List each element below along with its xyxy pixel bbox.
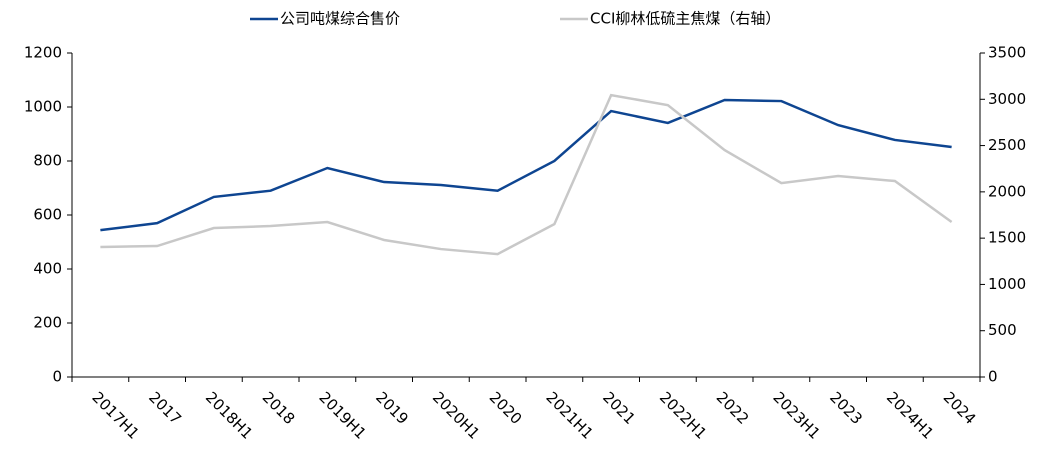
y-tick-label: 600 [33,206,62,224]
x-tick-label: 2019H1 [315,388,369,442]
y2-tick-label: 1000 [988,275,1026,293]
x-tick-label: 2024 [940,388,980,428]
x-tick-label: 2023H1 [769,388,823,442]
x-tick-label: 2024H1 [883,388,937,442]
y-tick-label: 0 [52,368,62,386]
series-line [100,98,952,232]
x-tick-label: 2018 [259,388,299,428]
legend-label: CCI柳林低硫主焦煤（右轴） [590,10,780,28]
x-tick-label: 2021H1 [542,388,596,442]
series-line [100,93,953,256]
x-tick-label: 2017H1 [88,388,142,442]
y2-tick-label: 2500 [988,136,1026,154]
y2-tick-label: 500 [988,321,1017,339]
x-tick-label: 2023 [826,388,866,428]
y-tick-label: 1000 [24,98,62,116]
x-tick-label: 2019 [372,388,412,428]
x-tick-label: 2020 [486,388,526,428]
y-tick-label: 1200 [24,44,62,62]
y-tick-label: 800 [33,152,62,170]
legend-label: 公司吨煤综合售价 [280,10,400,28]
y2-tick-label: 2000 [988,182,1026,200]
y2-tick-label: 3000 [988,90,1026,108]
y-tick-label: 400 [33,260,62,278]
x-tick-label: 2020H1 [429,388,483,442]
y2-tick-label: 0 [988,368,998,386]
x-tick-label: 2022H1 [656,388,710,442]
x-tick-label: 2021 [599,388,639,428]
y2-tick-label: 3500 [988,44,1026,62]
y2-tick-label: 1500 [988,229,1026,247]
x-tick-label: 2022 [713,388,753,428]
y-tick-label: 200 [33,314,62,332]
x-tick-label: 2017 [145,388,185,428]
x-tick-label: 2018H1 [202,388,256,442]
